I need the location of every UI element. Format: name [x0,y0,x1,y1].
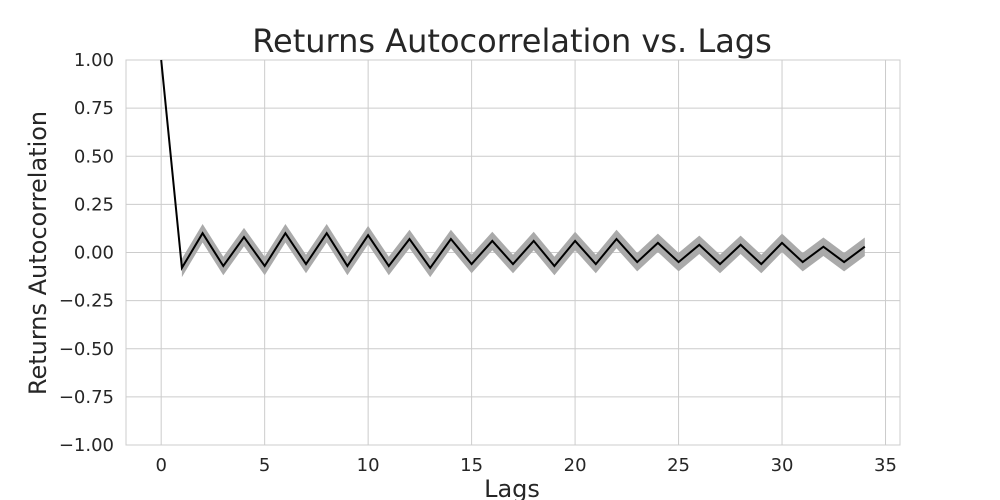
y-tick-label-1: 0.75 [74,98,114,119]
y-tick-label-2: 0.50 [74,146,114,167]
y-tick-label-8: −1.00 [59,435,114,456]
autocorrelation-line-group [160,59,866,272]
y-tick-labels: 1.00 0.75 0.50 0.25 0.00 −0.25 −0.50 −0.75 −1.00 [59,50,114,456]
x-axis-label: Lags [484,475,540,500]
y-tick-label-6: −0.50 [59,339,114,360]
x-tick-label-3: 15 [460,455,483,476]
x-tick-label-5: 25 [667,455,690,476]
x-tick-label-7: 35 [874,455,897,476]
chart-title: Returns Autocorrelation vs. Lags [252,22,772,60]
x-tick-label-0: 0 [155,455,166,476]
y-tick-label-3: 0.25 [74,194,114,215]
confidence-band-group [181,224,865,278]
x-tick-label-1: 5 [259,455,270,476]
x-tick-label-6: 30 [771,455,794,476]
confidence-band-0 [181,224,865,278]
y-tick-label-0: 1.00 [74,50,114,71]
x-tick-label-4: 20 [564,455,587,476]
y-tick-label-7: −0.75 [59,387,114,408]
autocorrelation-line-0 [160,59,866,272]
y-tick-label-4: 0.00 [74,243,114,264]
y-tick-label-5: −0.25 [59,291,114,312]
x-tick-labels: 0 5 10 15 20 25 30 35 [155,455,897,476]
x-tick-label-2: 10 [357,455,380,476]
y-axis-label: Returns Autocorrelation [24,111,52,395]
plot-frame [125,59,901,446]
